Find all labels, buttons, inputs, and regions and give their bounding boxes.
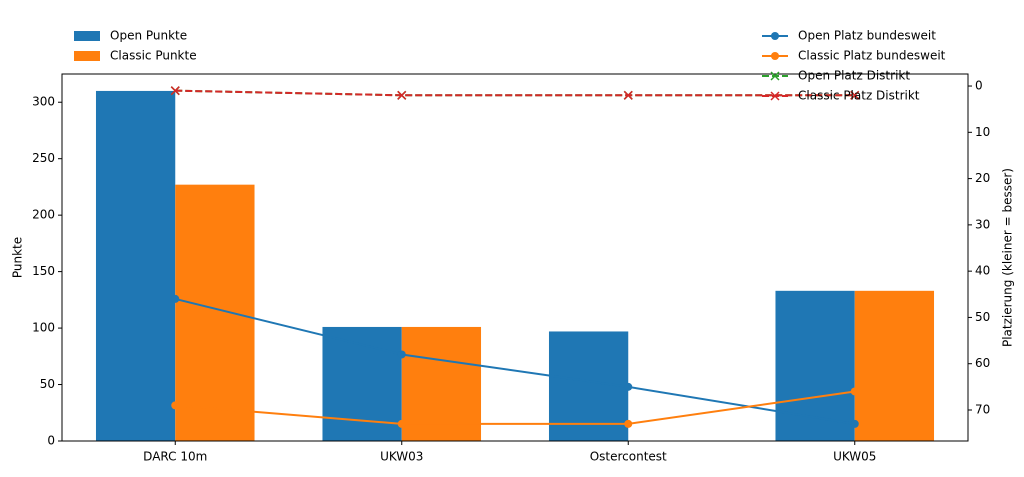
legend-label: Open Platz Distrikt (798, 69, 910, 83)
line-marker (624, 382, 633, 391)
line-marker (623, 90, 633, 100)
legend-swatch (74, 31, 100, 41)
legend-label: Classic Punkte (110, 49, 197, 63)
y2-tick-label: 60 (975, 356, 990, 370)
line-marker (624, 419, 633, 428)
x-tick-label: DARC 10m (143, 450, 207, 464)
y2-tick-label: 10 (975, 125, 990, 139)
legend-marker (770, 91, 780, 101)
line-marker (850, 90, 860, 100)
y-tick-label: 250 (32, 151, 55, 165)
y2-tick-label: 20 (975, 171, 990, 185)
bar (775, 290, 855, 441)
y2-tick-label: 40 (975, 264, 990, 278)
x-tick-label: UKW03 (380, 450, 423, 464)
line-marker (171, 294, 180, 303)
x-tick-label: Ostercontest (590, 450, 667, 464)
line-marker (170, 86, 180, 96)
y-axis-label: Punkte (11, 237, 25, 278)
bar (95, 90, 176, 441)
line-marker (397, 350, 406, 359)
legend-label: Open Platz bundesweit (798, 29, 936, 43)
y-tick-label: 50 (40, 377, 55, 391)
legend-marker (770, 71, 780, 81)
y-tick-label: 150 (32, 264, 55, 278)
line-marker (397, 90, 407, 100)
legend-label: Classic Platz bundesweit (798, 49, 946, 63)
line-marker (397, 419, 406, 428)
line (175, 89, 855, 97)
y-tick-label: 100 (32, 321, 55, 335)
plot-frame (61, 73, 969, 442)
y-tick-label: 300 (32, 95, 55, 109)
y-tick-label: 200 (32, 208, 55, 222)
y2-axis-label: Platzierung (kleiner = besser) (1001, 168, 1015, 347)
line-marker (171, 401, 180, 410)
y2-tick-label: 70 (975, 402, 990, 416)
bar (401, 326, 482, 441)
bar (548, 331, 629, 441)
y-tick-label: 0 (47, 434, 55, 448)
legend-label: Open Punkte (110, 29, 187, 43)
line (175, 390, 855, 425)
line (175, 297, 855, 425)
legend-marker (771, 32, 779, 40)
line-marker (850, 387, 859, 396)
x-tick-label: UKW05 (833, 450, 876, 464)
bar (175, 184, 255, 441)
y2-tick-label: 30 (975, 217, 990, 231)
y2-tick-label: 0 (975, 79, 983, 93)
legend-swatch (74, 51, 100, 61)
legend-label: Classic Platz Distrikt (798, 89, 920, 103)
bar (854, 290, 935, 441)
legend-marker (771, 52, 779, 60)
line-marker (850, 419, 859, 428)
y2-tick-label: 50 (975, 310, 990, 324)
